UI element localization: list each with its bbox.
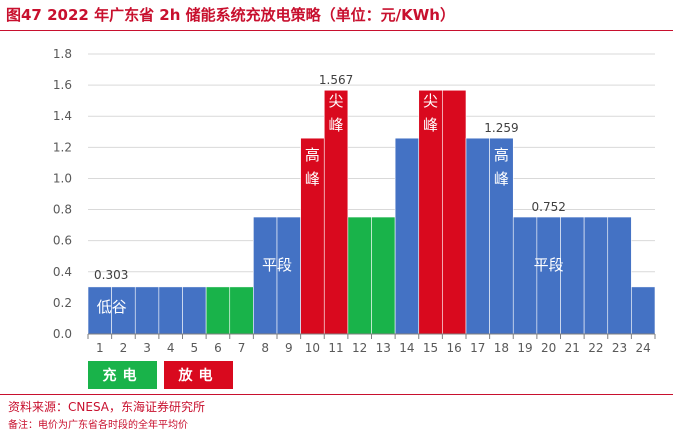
x-tick-label: 23 bbox=[612, 341, 627, 355]
band-label-flat-night: 平段 bbox=[534, 256, 564, 274]
bar-hour-5 bbox=[182, 286, 207, 335]
bar-hour-8 bbox=[253, 216, 278, 335]
band-label-char: 尖 bbox=[329, 92, 344, 110]
x-tick-label: 17 bbox=[470, 341, 485, 355]
x-tick-label: 12 bbox=[352, 341, 367, 355]
x-tick-label: 15 bbox=[423, 341, 438, 355]
x-tick-label: 18 bbox=[494, 341, 509, 355]
legend-discharge: 放电 bbox=[164, 361, 233, 389]
title-divider bbox=[0, 30, 673, 31]
y-tick-label: 1.2 bbox=[53, 140, 72, 154]
band-label-flat-morning: 平段 bbox=[262, 256, 292, 274]
y-tick-label: 1.0 bbox=[53, 171, 72, 185]
bar-hour-16 bbox=[442, 89, 467, 335]
x-tick-label: 2 bbox=[120, 341, 128, 355]
band-label-char: 峰 bbox=[329, 116, 344, 134]
band-label-peak-evening: 高峰 bbox=[494, 146, 509, 188]
x-tick-label: 13 bbox=[376, 341, 391, 355]
x-tick-label: 4 bbox=[167, 341, 175, 355]
x-tick-label: 10 bbox=[305, 341, 320, 355]
band-label-char: 高 bbox=[494, 146, 509, 164]
y-tick-label: 1.6 bbox=[53, 78, 72, 92]
legend-charge: 充电 bbox=[88, 361, 157, 389]
bar-hour-23 bbox=[607, 216, 632, 335]
bar-hour-3 bbox=[134, 286, 160, 335]
x-tick-label: 24 bbox=[636, 341, 651, 355]
band-label-char: 峰 bbox=[423, 116, 438, 134]
y-tick-label: 0.8 bbox=[53, 203, 72, 217]
x-tick-label: 3 bbox=[143, 341, 151, 355]
bar-hour-4 bbox=[158, 286, 183, 335]
bar-hour-18 bbox=[489, 137, 514, 335]
x-tick-label: 6 bbox=[214, 341, 222, 355]
y-tick-label: 0.6 bbox=[53, 234, 72, 248]
bar-hour-7 bbox=[229, 286, 254, 335]
x-tick-label: 16 bbox=[447, 341, 462, 355]
bars bbox=[87, 89, 656, 335]
band-label-char: 高 bbox=[305, 146, 320, 164]
x-tick-label: 20 bbox=[541, 341, 556, 355]
y-tick-label: 0.2 bbox=[53, 296, 72, 310]
x-tick-label: 19 bbox=[517, 341, 532, 355]
note-text: 备注：电价为广东省各时段的全年平均价 bbox=[8, 420, 188, 431]
value-label-sharp-peak: 1.567 bbox=[319, 73, 353, 87]
chart-canvas: 0.00.20.40.60.81.01.21.41.61.81 2 3 4 5 6 7 8 9 1… bbox=[53, 47, 656, 355]
value-label-flat: 0.752 bbox=[532, 200, 566, 214]
bar-hour-6 bbox=[205, 286, 231, 335]
band-label-peak-morning: 高峰 bbox=[305, 146, 320, 188]
bar-hour-17 bbox=[465, 137, 490, 335]
bar-hour-20 bbox=[536, 216, 561, 335]
x-tick-label: 21 bbox=[565, 341, 580, 355]
x-tick-label: 7 bbox=[238, 341, 246, 355]
band-label-sharp-peak-morning: 尖峰 bbox=[329, 92, 344, 134]
x-tick-label: 9 bbox=[285, 341, 293, 355]
band-label-sharp-peak-afternoon: 尖峰 bbox=[423, 92, 438, 134]
y-tick-label: 0.4 bbox=[53, 265, 72, 279]
bar-hour-13 bbox=[371, 216, 396, 335]
x-tick-label: 1 bbox=[96, 341, 104, 355]
bar-hour-22 bbox=[583, 216, 609, 335]
footer-divider bbox=[0, 394, 673, 395]
x-tick-label: 8 bbox=[261, 341, 269, 355]
bar-hour-19 bbox=[512, 216, 538, 335]
y-tick-label: 1.4 bbox=[53, 109, 72, 123]
labels: 0.303 1.567 1.259 0.752 低谷 平段 高峰 尖峰 尖峰 高… bbox=[94, 73, 566, 316]
y-tick-label: 1.8 bbox=[53, 47, 72, 61]
band-label-offpeak: 低谷 bbox=[97, 298, 127, 316]
bar-hour-10 bbox=[300, 137, 325, 335]
chart-title: 图47 2022 年广东省 2h 储能系统充放电策略（单位：元/KWh） bbox=[6, 6, 455, 24]
bar-hour-14 bbox=[394, 137, 420, 335]
bar-hour-12 bbox=[347, 216, 372, 335]
x-tick-label: 11 bbox=[328, 341, 343, 355]
value-label-offpeak: 0.303 bbox=[94, 268, 128, 282]
value-label-peak: 1.259 bbox=[484, 121, 518, 135]
axes: 0.00.20.40.60.81.01.21.41.61.81 2 3 4 5 6 7 8 9 1… bbox=[53, 47, 656, 355]
band-label-char: 峰 bbox=[305, 170, 320, 188]
bar-hour-9 bbox=[276, 216, 301, 335]
band-label-char: 尖 bbox=[423, 92, 438, 110]
x-tick-label: 22 bbox=[588, 341, 603, 355]
bar-hour-21 bbox=[560, 216, 585, 335]
band-label-char: 峰 bbox=[494, 170, 509, 188]
bar-hour-24 bbox=[631, 286, 656, 335]
x-tick-label: 14 bbox=[399, 341, 414, 355]
x-tick-label: 5 bbox=[190, 341, 198, 355]
source-text: 资料来源：CNESA，东海证券研究所 bbox=[8, 400, 205, 414]
y-tick-label: 0.0 bbox=[53, 327, 72, 341]
